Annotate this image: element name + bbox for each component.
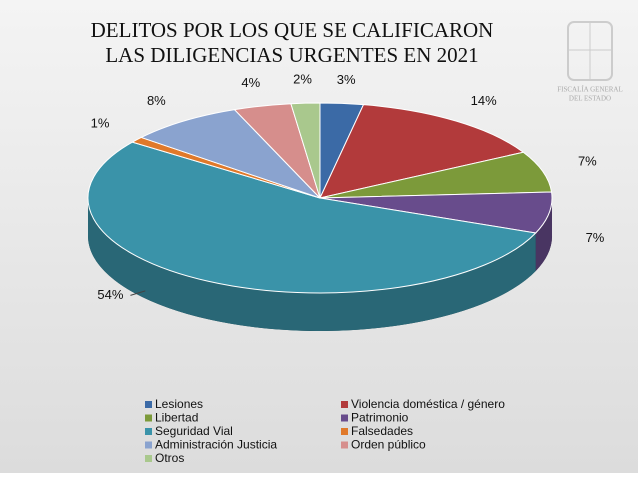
data-label: 4% [241,75,260,90]
slice [319,104,525,199]
legend-swatch [145,428,152,435]
legend-swatch [341,414,348,422]
watermark: DEL ESTADO [569,95,611,103]
legend-label: Otros [155,451,184,465]
legend-swatch [341,401,348,408]
slice [139,109,321,199]
data-label: 14% [471,93,497,108]
data-label: 54% [97,287,123,302]
legend-label: Libertad [155,411,198,425]
data-label: 7% [586,230,605,245]
legend-swatch [341,441,348,449]
legend-swatch [341,428,348,435]
slice [87,141,537,294]
data-label: 2% [293,72,312,87]
slice [290,102,321,199]
legend-label: Falsedades [351,424,413,438]
data-label: 1% [91,116,110,131]
pie: 3% 14% 7% 7% 54% 1% 8% 4% 2% [87,72,605,332]
slice [319,191,553,234]
legend-swatch [145,414,152,422]
legend-label: Orden público [351,438,426,452]
data-label: 3% [337,72,356,87]
legend-label: Seguridad Vial [155,424,233,438]
legend-label: Patrimonio [351,411,409,425]
watermark: FISCALÍA GENERAL [557,86,623,94]
data-label: 8% [147,93,166,108]
leader-line [130,290,146,296]
legend: Lesiones Violencia doméstica / género Libe… [145,397,505,465]
legend-label: Lesiones [155,397,203,411]
legend-label: Administración Justicia [155,438,277,452]
legend-swatch [145,455,152,462]
chart-title: DELITOS POR LOS QUE SE CALIFICARON [91,18,494,42]
logo [567,21,613,81]
data-label: 7% [578,154,597,169]
slice-side [88,198,536,331]
slice [319,151,553,199]
legend-swatch [145,441,152,449]
legend-label: Violencia doméstica / género [351,397,505,411]
chart-title: LAS DILIGENCIAS URGENTES EN 2021 [105,43,478,67]
legend-swatch [145,401,152,408]
